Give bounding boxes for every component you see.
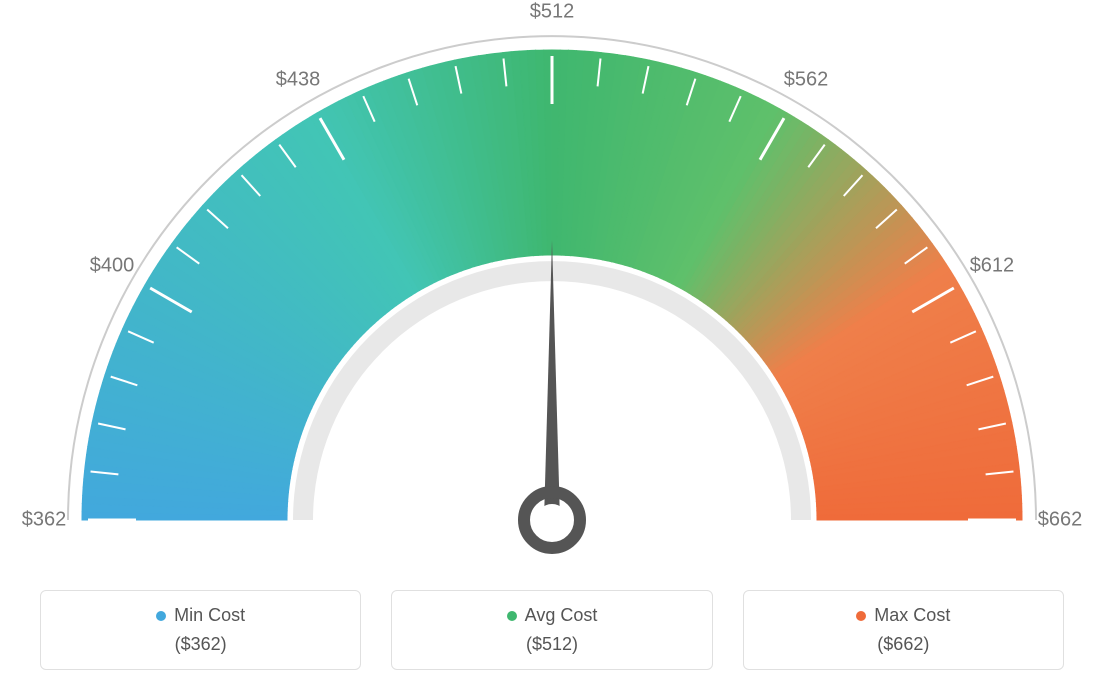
- gauge-tick-label: $562: [784, 69, 829, 92]
- legend-value-min: ($362): [51, 634, 350, 655]
- legend-row: Min Cost ($362) Avg Cost ($512) Max Cost…: [0, 590, 1104, 670]
- legend-top-avg: Avg Cost: [402, 605, 701, 626]
- gauge-tick-label: $362: [22, 509, 67, 532]
- cost-gauge-chart: $362 $400 $438 $512 $562 $612 $662 Min Cost ($…: [0, 0, 1104, 690]
- gauge-tick-label: $662: [1038, 509, 1083, 532]
- legend-label-max: Max Cost: [874, 605, 950, 626]
- gauge-tick-label: $400: [90, 255, 135, 278]
- gauge-tick-label: $512: [530, 1, 575, 24]
- legend-value-max: ($662): [754, 634, 1053, 655]
- legend-card-max: Max Cost ($662): [743, 590, 1064, 670]
- legend-dot-avg: [507, 611, 517, 621]
- legend-label-min: Min Cost: [174, 605, 245, 626]
- gauge-tick-label: $612: [970, 255, 1015, 278]
- gauge-tick-label: $438: [276, 69, 321, 92]
- legend-top-min: Min Cost: [51, 605, 350, 626]
- legend-label-avg: Avg Cost: [525, 605, 598, 626]
- legend-card-avg: Avg Cost ($512): [391, 590, 712, 670]
- legend-top-max: Max Cost: [754, 605, 1053, 626]
- legend-value-avg: ($512): [402, 634, 701, 655]
- gauge-area: $362 $400 $438 $512 $562 $612 $662: [0, 0, 1104, 580]
- legend-card-min: Min Cost ($362): [40, 590, 361, 670]
- legend-dot-min: [156, 611, 166, 621]
- legend-dot-max: [856, 611, 866, 621]
- gauge-svg: [0, 0, 1104, 580]
